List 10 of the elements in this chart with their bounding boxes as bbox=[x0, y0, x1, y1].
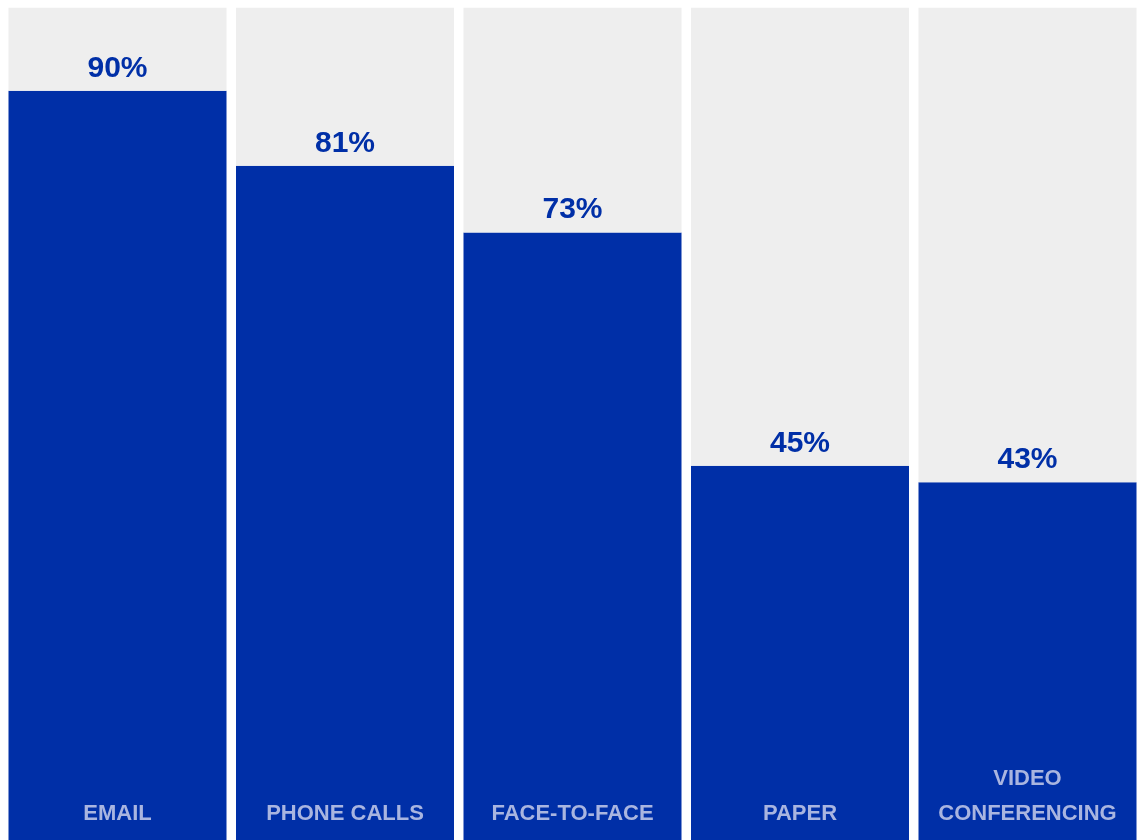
x-tick-label: FACE-TO-FACE bbox=[491, 799, 654, 825]
x-tick-label: VIDEO CONFERENCING bbox=[938, 764, 1117, 825]
data-label: 73% bbox=[542, 191, 603, 225]
x-tick-label: EMAIL bbox=[83, 799, 152, 825]
x-tick-label: PHONE CALLS bbox=[266, 799, 424, 825]
data-label: 43% bbox=[997, 441, 1058, 475]
data-label: 45% bbox=[769, 424, 831, 458]
data-label: 90% bbox=[87, 49, 148, 83]
x-tick-label: PAPER bbox=[762, 799, 838, 825]
data-label: 81% bbox=[314, 124, 376, 158]
